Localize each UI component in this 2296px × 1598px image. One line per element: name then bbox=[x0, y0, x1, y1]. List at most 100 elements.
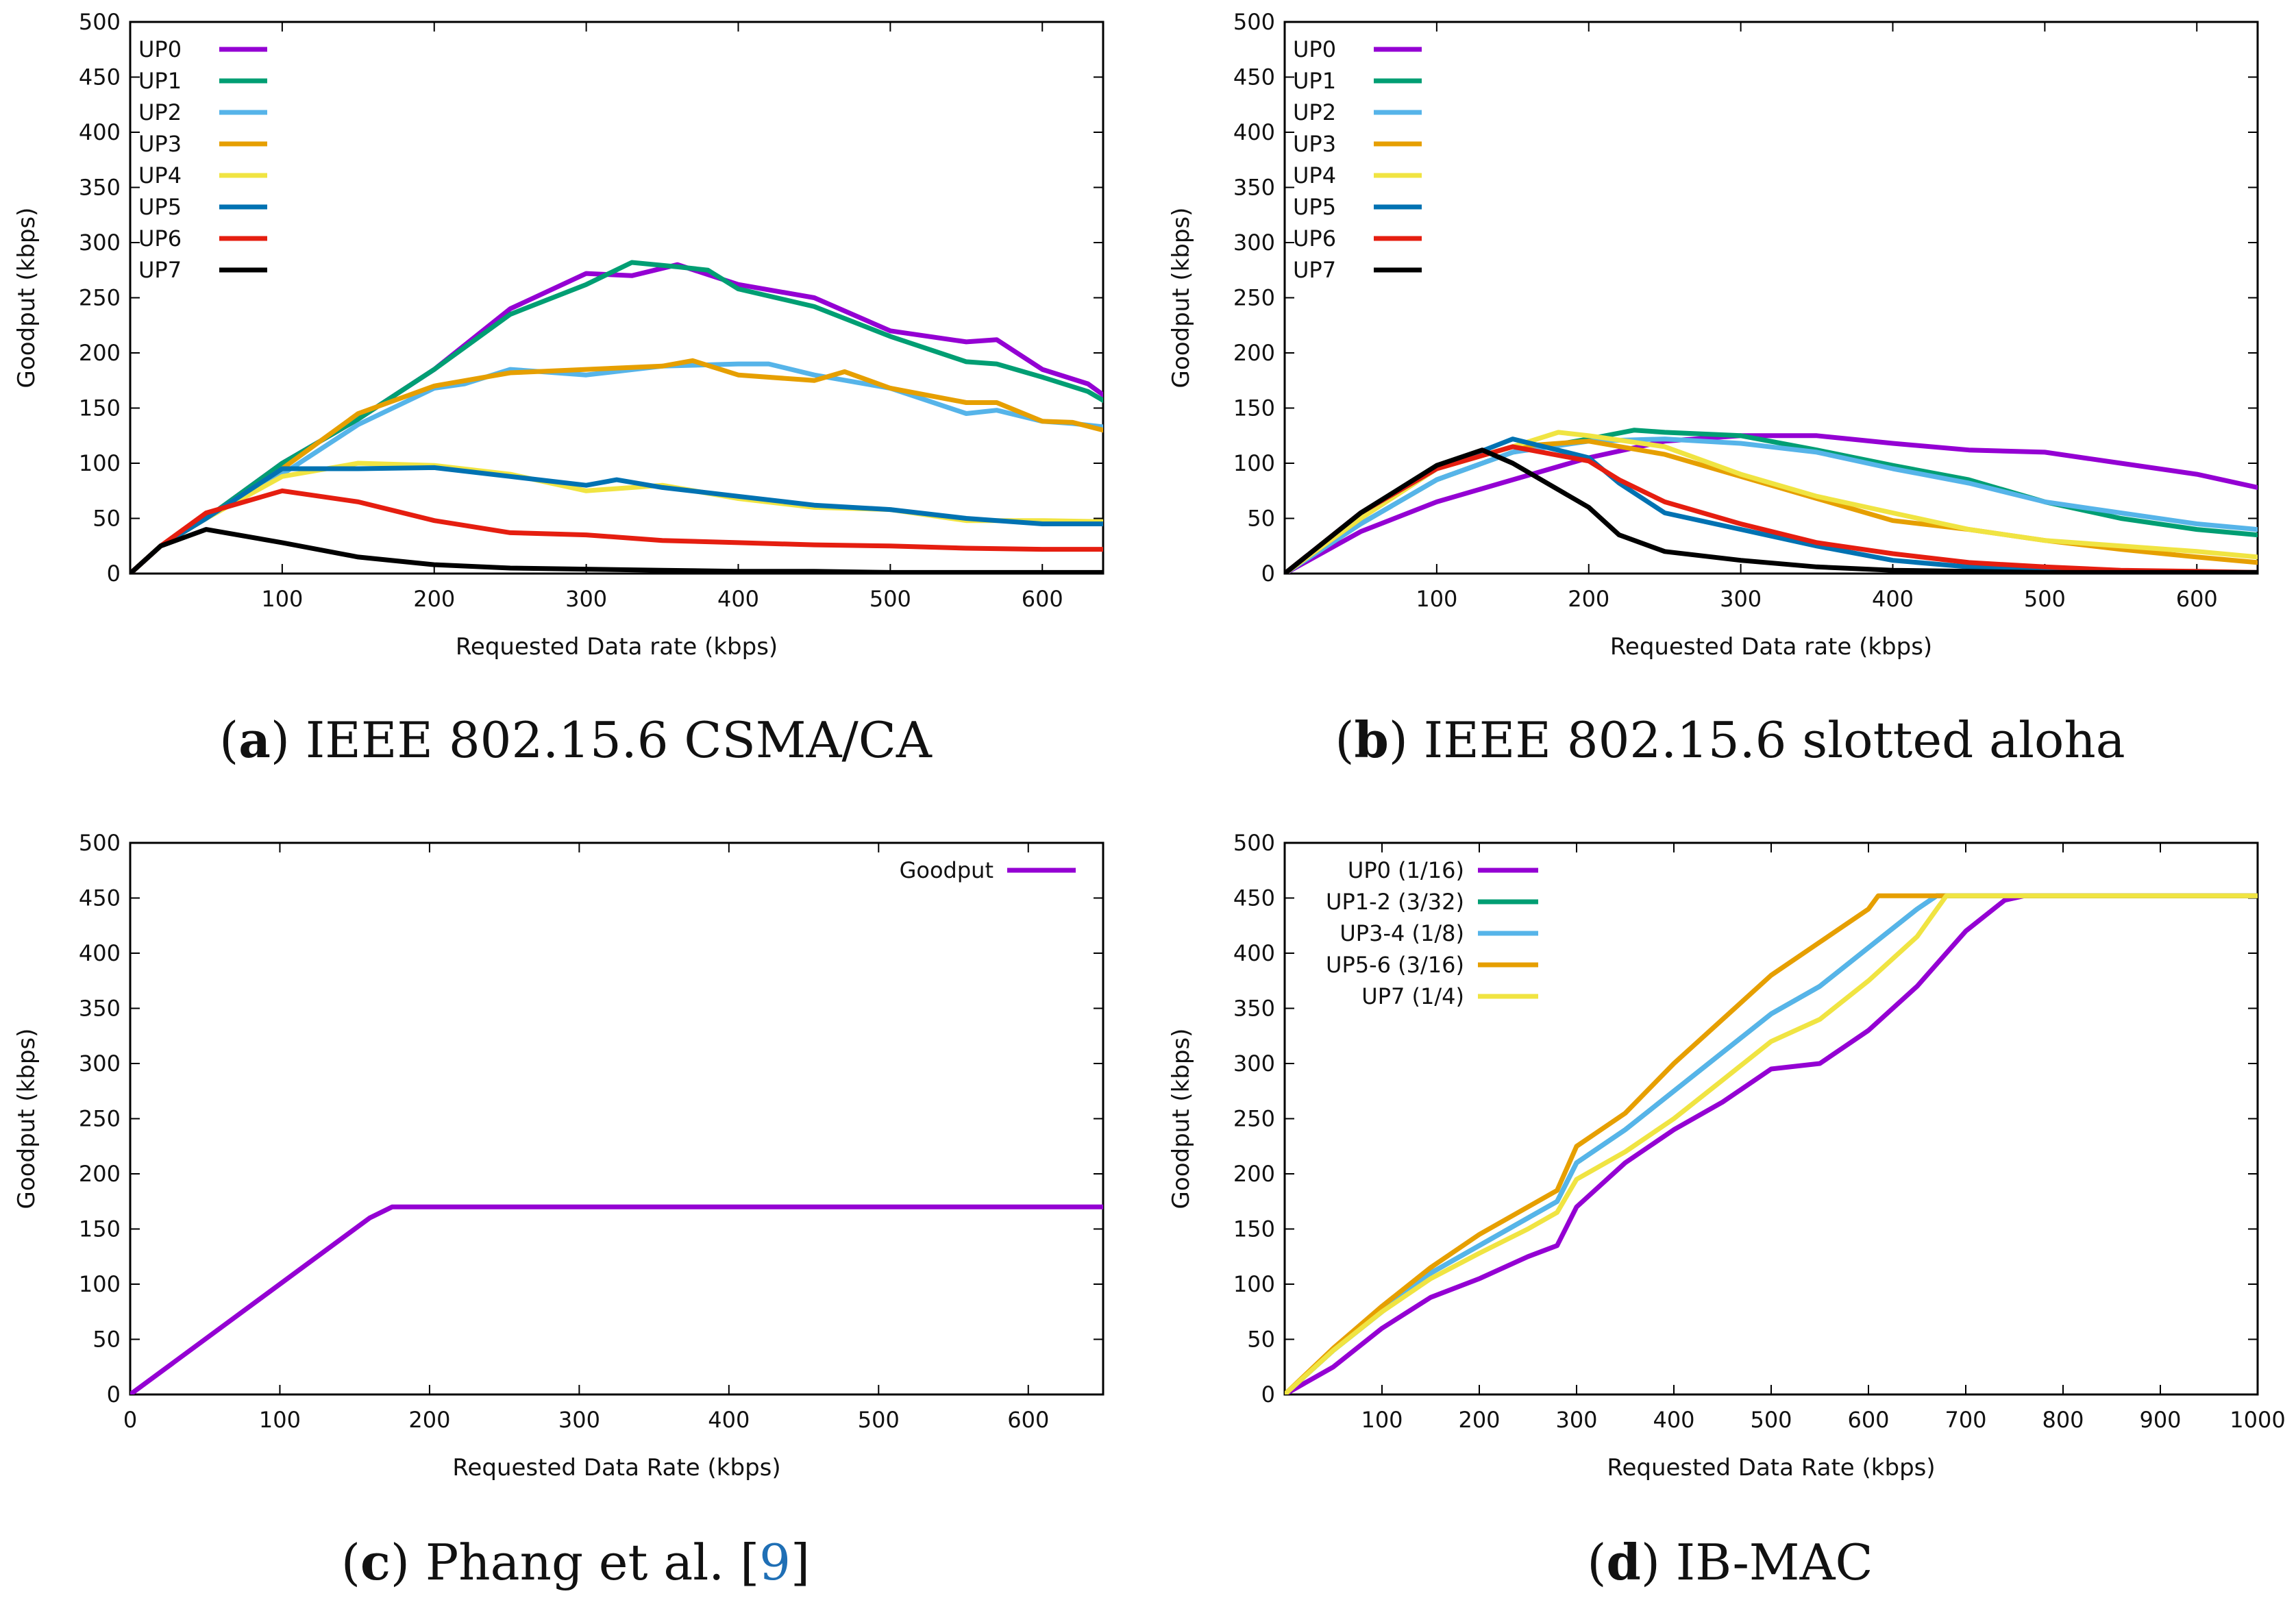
y-tick-label: 300 bbox=[1233, 230, 1275, 256]
series-line-up0-1-16- bbox=[1285, 893, 2258, 1394]
series-line-up7-1-4- bbox=[1285, 893, 2258, 1394]
x-tick-label: 400 bbox=[1872, 586, 1914, 612]
y-tick-label: 250 bbox=[79, 285, 121, 311]
panel-b: 0 50 100 150 200 250 300 350 400 450 500 100 200 300 4… bbox=[1168, 9, 2259, 769]
x-tick-label: 300 bbox=[565, 586, 607, 612]
y-tick-label: 250 bbox=[79, 1106, 121, 1132]
caption-cite[interactable]: 9 bbox=[759, 1534, 791, 1591]
x-tick-label: 500 bbox=[2024, 586, 2066, 612]
x-tick-label: 300 bbox=[1720, 586, 1762, 612]
y-tick-label: 300 bbox=[79, 230, 121, 256]
y-tick-label: 450 bbox=[1233, 885, 1275, 911]
legend-label: UP5-6 (3/16) bbox=[1326, 952, 1464, 978]
x-tick-label: 600 bbox=[1847, 1407, 1889, 1433]
y-tick-label: 300 bbox=[1233, 1050, 1275, 1077]
caption-title: ) Phang et al. [ bbox=[391, 1534, 759, 1591]
legend-label: Goodput bbox=[900, 857, 993, 883]
y-tick-label: 50 bbox=[92, 1327, 121, 1353]
y-tick-label: 200 bbox=[79, 1161, 121, 1187]
caption-title: ) IB-MAC bbox=[1641, 1534, 1873, 1591]
legend-label: UP6 bbox=[1293, 225, 1336, 251]
series-line-up0 bbox=[130, 262, 1103, 574]
y-tick-label: 400 bbox=[79, 119, 121, 145]
y-tick-label: 350 bbox=[79, 175, 121, 201]
series-line-up5-6-3-16- bbox=[1285, 893, 2258, 1394]
x-axis-label: Requested Data rate (kbps) bbox=[1610, 633, 1932, 661]
x-tick-label: 1000 bbox=[2230, 1407, 2285, 1433]
y-tick-label: 50 bbox=[92, 506, 121, 532]
caption-paren: ( bbox=[1587, 1534, 1606, 1591]
x-axis-label: Requested Data rate (kbps) bbox=[456, 633, 778, 661]
panel-caption: (a) IEEE 802.15.6 CSMA/CA bbox=[219, 711, 933, 769]
x-tick-label: 900 bbox=[2139, 1407, 2181, 1433]
x-axis-label: Requested Data Rate (kbps) bbox=[1607, 1454, 1935, 1482]
legend-label: UP1-2 (3/32) bbox=[1326, 889, 1464, 915]
y-tick-label: 500 bbox=[79, 830, 121, 856]
caption-title: ) IEEE 802.15.6 slotted aloha bbox=[1389, 711, 2125, 769]
x-tick-label: 100 bbox=[1416, 586, 1457, 612]
y-tick-label: 500 bbox=[79, 9, 121, 35]
x-tick-label: 200 bbox=[413, 586, 455, 612]
x-tick-label: 300 bbox=[558, 1407, 600, 1433]
x-tick-label: 400 bbox=[1653, 1407, 1694, 1433]
legend-label: UP0 bbox=[138, 36, 182, 62]
legend-label: UP4 bbox=[1293, 162, 1336, 188]
x-tick-label: 0 bbox=[123, 1407, 137, 1433]
x-tick-label: 600 bbox=[1022, 586, 1063, 612]
y-tick-label: 250 bbox=[1233, 285, 1275, 311]
legend-label: UP5 bbox=[1293, 194, 1336, 220]
x-tick-label: 200 bbox=[1568, 586, 1609, 612]
legend-label: UP2 bbox=[1293, 99, 1336, 125]
series-line-goodput bbox=[130, 1204, 1103, 1394]
caption-title: ) IEEE 802.15.6 CSMA/CA bbox=[271, 711, 933, 769]
legend: UP0 UP1 UP2 UP3 UP4 UP5 UP6 UP7 bbox=[1293, 36, 1422, 283]
series-line-up5 bbox=[130, 465, 1103, 574]
x-tick-label: 100 bbox=[1361, 1407, 1403, 1433]
y-tick-label: 450 bbox=[1233, 64, 1275, 90]
x-tick-label: 500 bbox=[858, 1407, 900, 1433]
series-group bbox=[130, 260, 1103, 574]
y-axis-label: Goodput (kbps) bbox=[1168, 208, 1195, 389]
y-tick-label: 350 bbox=[1233, 175, 1275, 201]
y-tick-label: 400 bbox=[1233, 940, 1275, 966]
y-tick-label: 0 bbox=[1261, 561, 1275, 587]
y-tick-label: 50 bbox=[1247, 1327, 1275, 1353]
legend-label: UP4 bbox=[138, 162, 182, 188]
y-tick-label: 200 bbox=[1233, 340, 1275, 366]
y-tick-label: 450 bbox=[79, 885, 121, 911]
caption-close: ] bbox=[791, 1534, 810, 1591]
x-tick-label: 100 bbox=[259, 1407, 301, 1433]
y-tick-label: 200 bbox=[1233, 1161, 1275, 1187]
y-tick-label: 500 bbox=[1233, 9, 1275, 35]
y-tick-label: 100 bbox=[79, 450, 121, 476]
x-axis-label: Requested Data Rate (kbps) bbox=[452, 1454, 780, 1482]
legend-label: UP1 bbox=[138, 68, 182, 94]
series-line-up7 bbox=[1285, 447, 2258, 574]
y-tick-label: 250 bbox=[1233, 1106, 1275, 1132]
legend-label: UP1 bbox=[1293, 68, 1336, 94]
x-tick-label: 100 bbox=[261, 586, 303, 612]
panel-d: 0 50 100 150 200 250 300 350 400 450 500 100 200 300 4… bbox=[1168, 830, 2286, 1591]
x-tick-label: 600 bbox=[1007, 1407, 1049, 1433]
series-line-up2 bbox=[1285, 437, 2258, 574]
legend-label: UP7 bbox=[1293, 257, 1336, 283]
y-tick-label: 150 bbox=[79, 1216, 121, 1242]
y-axis-label: Goodput (kbps) bbox=[13, 208, 40, 389]
x-tick-label: 600 bbox=[2176, 586, 2218, 612]
y-tick-label: 400 bbox=[1233, 119, 1275, 145]
x-tick-label: 500 bbox=[1750, 1407, 1792, 1433]
series-line-up3-4-1-8- bbox=[1285, 893, 2258, 1394]
legend-label: UP7 (1/4) bbox=[1361, 983, 1464, 1009]
legend-label: UP7 bbox=[138, 257, 182, 283]
x-tick-label: 300 bbox=[1555, 1407, 1597, 1433]
caption-letter: c bbox=[360, 1533, 391, 1591]
caption-paren: ( bbox=[219, 711, 238, 769]
legend-label: UP0 bbox=[1293, 36, 1336, 62]
panel-caption: (b) IEEE 802.15.6 slotted aloha bbox=[1335, 711, 2125, 769]
legend: UP0 UP1 UP2 UP3 UP4 UP5 UP6 UP7 bbox=[138, 36, 267, 283]
y-axis-label: Goodput (kbps) bbox=[13, 1029, 40, 1209]
y-tick-label: 0 bbox=[107, 561, 121, 587]
panel-a: 0 50 100 150 200 250 300 350 400 450 500 100 200 300 4… bbox=[13, 9, 1104, 769]
legend-label: UP0 (1/16) bbox=[1348, 857, 1464, 883]
